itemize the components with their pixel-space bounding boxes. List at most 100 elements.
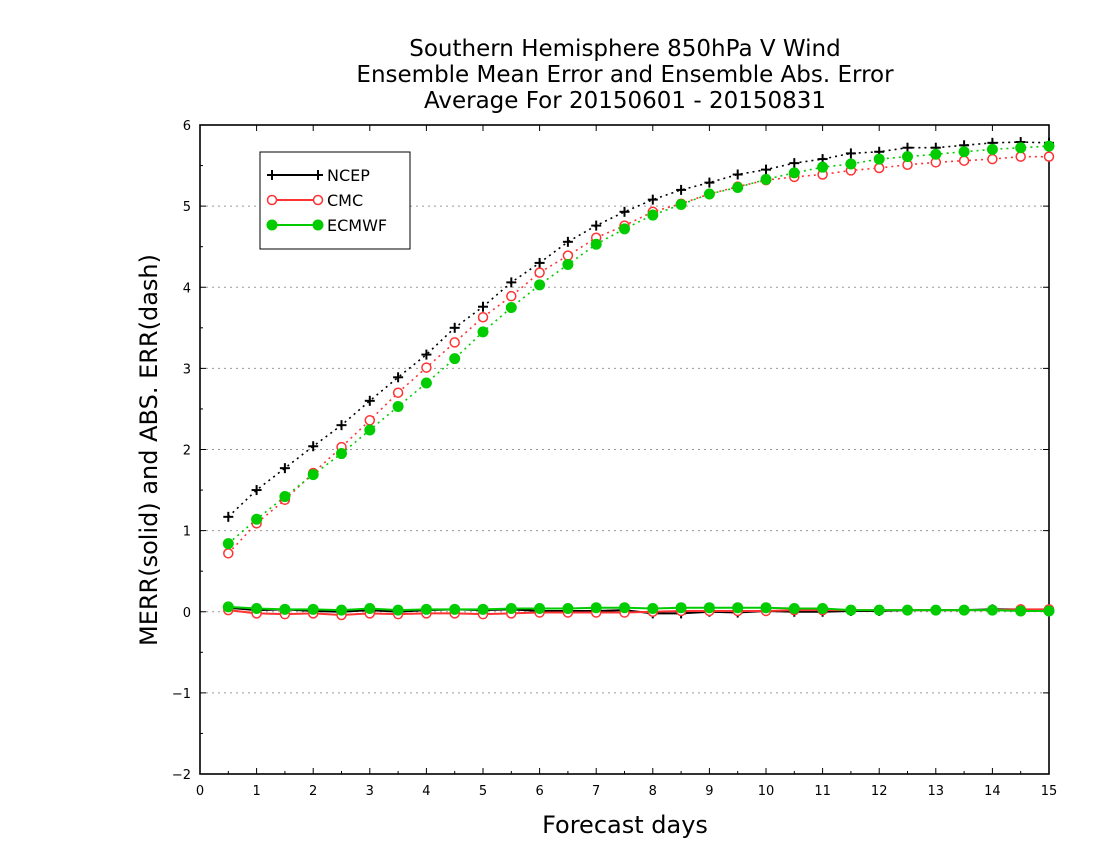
point-ecmwf-mean-err-16 [675,602,687,614]
point-ecmwf-mean-err-14 [619,602,630,614]
point-ncep-abs-err-8 [449,322,460,333]
point-ecmwf-mean-err-18 [732,602,744,614]
point-ecmwf-mean-err-25 [930,604,942,616]
point-ncep-abs-err-17 [704,177,715,188]
point-ncep-abs-err-12 [562,236,573,247]
point-ecmwf-mean-err-13 [590,602,602,614]
x-tick-label-1: 1 [252,784,260,799]
point-ecmwf-abs-err-7 [420,377,432,389]
point-ncep-abs-err-0 [223,511,234,522]
x-tick-label-0: 0 [196,784,204,799]
point-ncep-abs-err-14 [619,206,630,217]
x-tick-label-2: 2 [309,784,317,799]
point-cmc-abs-err-26 [958,155,970,166]
point-ecmwf-abs-err-15 [647,209,659,221]
point-ncep-abs-err-5 [364,395,375,406]
grid-layer [200,205,1049,694]
point-ecmwf-abs-err-23 [873,153,885,165]
series-layer [222,137,1055,621]
point-cmc-abs-err-10 [506,290,517,302]
point-ecmwf-mean-err-6 [392,604,404,616]
point-ncep-abs-err-16 [676,184,687,195]
legend-marker-left-ecmwf [266,219,278,231]
series-ecmwf-mean-err-line [228,605,1049,612]
point-ecmwf-abs-err-19 [760,173,772,185]
point-ecmwf-abs-err-13 [590,238,602,250]
chart-title-line-3: Average For 20150601 - 20150831 [423,88,827,114]
legend-marker-right-cmc [312,194,324,206]
series-ncep-abs-err-line [227,141,1050,518]
point-ecmwf-mean-err-8 [449,603,461,615]
point-ecmwf-mean-err-2 [279,603,291,615]
point-ecmwf-mean-err-7 [420,603,432,615]
y-tick-label-6: 4 [183,281,191,296]
point-ecmwf-mean-err-5 [364,603,376,615]
point-ecmwf-mean-err-28 [1015,605,1027,617]
point-ecmwf-abs-err-27 [986,143,998,155]
legend: NCEP CMC ECMWF [259,151,411,250]
y-tick-label-1: −1 [172,687,191,702]
point-ecmwf-abs-err-3 [307,469,319,481]
point-cmc-abs-err-11 [534,267,545,278]
y-tick-label-7: 5 [183,200,191,215]
point-cmc-abs-err-12 [562,250,574,261]
point-ecmwf-abs-err-18 [732,181,744,193]
x-tick-label-6: 6 [535,784,543,799]
x-tick-label-12: 12 [871,784,888,799]
point-ecmwf-abs-err-14 [619,223,630,235]
point-ecmwf-abs-err-22 [845,158,857,170]
point-ecmwf-mean-err-29 [1043,605,1055,617]
point-ncep-abs-err-11 [534,257,545,268]
legend-label-cmc: CMC [327,191,363,210]
point-cmc-abs-err-27 [987,153,998,165]
x-tick-label-9: 9 [705,784,713,799]
point-ecmwf-abs-err-11 [534,279,546,291]
y-tick-label-4: 2 [183,444,191,459]
y-tick-label-5: 3 [183,362,191,377]
x-tick-label-7: 7 [592,784,600,799]
point-ncep-abs-err-2 [279,463,290,474]
point-ecmwf-abs-err-9 [477,326,489,338]
point-ecmwf-abs-err-28 [1015,142,1027,154]
x-tick-label-8: 8 [649,784,657,799]
point-ecmwf-mean-err-27 [986,604,998,616]
point-ncep-abs-err-24 [902,142,913,153]
point-ncep-abs-err-20 [789,158,800,169]
legend-label-ecmwf: ECMWF [327,216,387,235]
point-ncep-abs-err-4 [336,420,347,431]
point-ecmwf-abs-err-24 [902,151,913,163]
point-cmc-abs-err-0 [223,548,234,559]
point-ecmwf-abs-err-26 [958,146,970,158]
point-cmc-abs-err-8 [449,337,460,348]
legend-marker-right-ncep [313,170,323,180]
legend-marker-right-ecmwf [312,219,324,231]
point-ecmwf-mean-err-21 [817,603,829,615]
point-cmc-abs-err-9 [477,312,489,323]
x-tick-label-5: 5 [479,784,487,799]
point-ncep-abs-err-18 [732,169,743,180]
x-tick-label-4: 4 [422,784,430,799]
x-tick-label-13: 13 [928,784,945,799]
x-tick-label-14: 14 [984,784,1001,799]
point-ncep-abs-err-9 [478,301,488,312]
x-tick-label-10: 10 [758,784,775,799]
point-ecmwf-abs-err-16 [675,199,687,211]
legend-marker-left-ncep [267,170,277,180]
legend-label-ncep: NCEP [327,166,370,185]
point-ecmwf-mean-err-11 [534,603,546,615]
point-ecmwf-mean-err-23 [873,604,885,616]
point-ncep-abs-err-3 [308,441,319,452]
point-ecmwf-mean-err-3 [307,603,319,615]
x-tick-label-15: 15 [1041,784,1058,799]
point-ecmwf-mean-err-26 [958,604,970,616]
point-cmc-abs-err-5 [364,415,376,426]
chart-title-line-1: Southern Hemisphere 850hPa V Wind [409,36,841,62]
point-cmc-abs-err-29 [1043,151,1055,162]
point-ecmwf-mean-err-19 [760,602,772,614]
point-ncep-abs-err-6 [393,372,404,383]
series-cmc-abs-err-line [227,155,1049,554]
point-ecmwf-mean-err-17 [703,602,715,614]
point-cmc-abs-err-6 [392,387,404,398]
y-tick-label-8: 6 [183,119,191,134]
